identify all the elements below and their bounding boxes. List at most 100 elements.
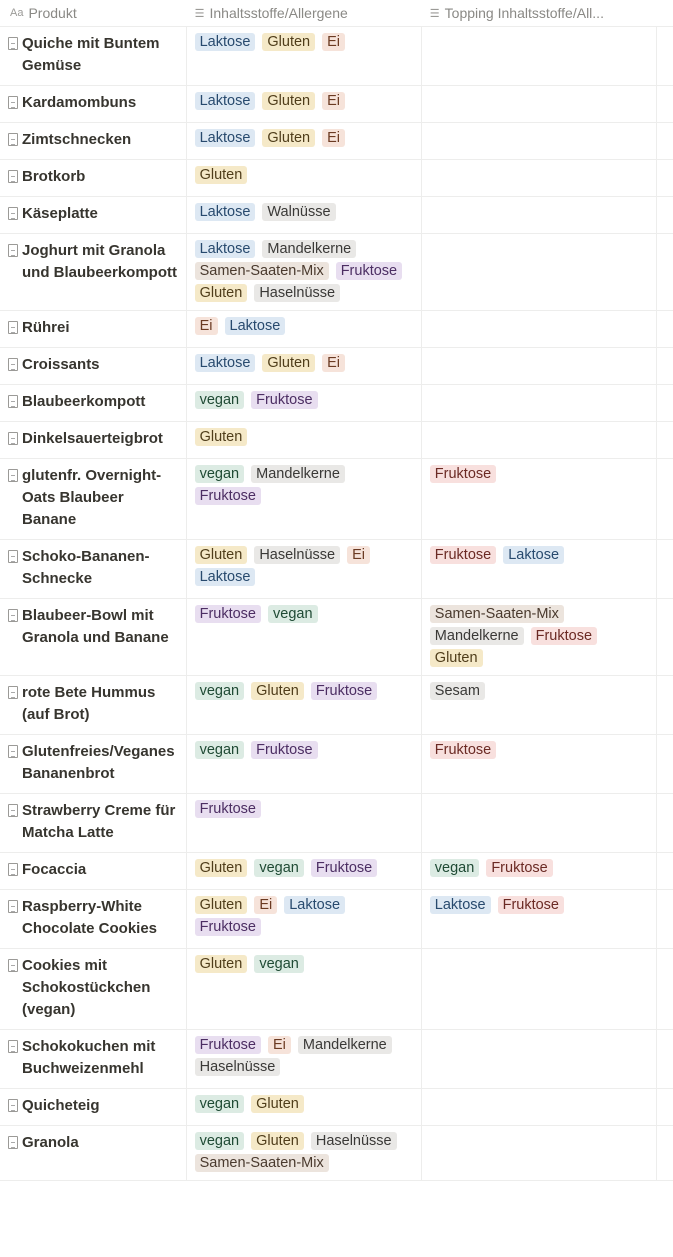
product-name[interactable]: Croissants (22, 356, 100, 373)
cell-allergene[interactable]: vegan Fruktose (187, 735, 422, 793)
cell-allergene[interactable]: vegan Fruktose (187, 385, 422, 421)
tag-vegan: vegan (194, 682, 245, 700)
cell-produkt[interactable]: Blaubeerkompott (0, 385, 187, 421)
cell-allergene[interactable]: Gluten (187, 422, 422, 458)
cell-topping[interactable] (422, 123, 657, 159)
product-name[interactable]: Käseplatte (22, 205, 98, 222)
cell-topping[interactable]: Fruktose (422, 735, 657, 793)
tag-ei: Ei (322, 33, 346, 51)
cell-allergene[interactable]: Gluten Ei Laktose Fruktose (187, 890, 422, 948)
cell-produkt[interactable]: Kardamombuns (0, 86, 187, 122)
cell-produkt[interactable]: Rührei (0, 311, 187, 347)
cell-allergene[interactable]: Laktose Gluten Ei (187, 86, 422, 122)
cell-topping[interactable] (422, 348, 657, 384)
cell-extra (657, 385, 673, 421)
cell-produkt[interactable]: Raspberry-White Chocolate Cookies (0, 890, 187, 948)
product-name[interactable]: Blaubeerkompott (22, 393, 146, 410)
cell-allergene[interactable]: Laktose Gluten Ei (187, 123, 422, 159)
table-row: Zimtschnecken Laktose Gluten Ei (0, 123, 673, 160)
cell-allergene[interactable]: vegan Mandelkerne Fruktose (187, 459, 422, 539)
cell-produkt[interactable]: Schokokuchen mit Buchweizenmehl (0, 1030, 187, 1088)
cell-produkt[interactable]: rote Bete Hummus (auf Brot) (0, 676, 187, 734)
cell-allergene[interactable]: vegan Gluten (187, 1089, 422, 1125)
tag-list: Laktose Fruktose (429, 896, 648, 914)
cell-topping[interactable]: Sesam (422, 676, 657, 734)
cell-topping[interactable] (422, 1030, 657, 1088)
column-header-allergene[interactable]: ☰ Inhaltsstoffe/Allergene (187, 0, 422, 26)
cell-topping[interactable]: Laktose Fruktose (422, 890, 657, 948)
product-name[interactable]: Brotkorb (22, 168, 86, 185)
product-name[interactable]: Cookies mit Schokostückchen (vegan) (22, 957, 151, 1018)
product-name[interactable]: Kardamombuns (22, 94, 137, 111)
cell-allergene[interactable]: Fruktose (187, 794, 422, 852)
cell-allergene[interactable]: Laktose Gluten Ei (187, 27, 422, 85)
tag-mandelkerne: Mandelkerne (429, 627, 524, 645)
cell-allergene[interactable]: Gluten vegan (187, 949, 422, 1029)
product-name[interactable]: Raspberry-White Chocolate Cookies (22, 898, 158, 937)
cell-produkt[interactable]: Quiche mit Buntem Gemüse (0, 27, 187, 85)
tag-vegan: vegan (194, 465, 245, 483)
cell-topping[interactable] (422, 794, 657, 852)
cell-produkt[interactable]: Schoko-Bananen-Schnecke (0, 540, 187, 598)
column-header-topping[interactable]: ☰ Topping Inhaltsstoffe/All... (422, 0, 657, 26)
product-name[interactable]: glutenfr. Overnight-Oats Blaubeer Banane (22, 467, 162, 528)
cell-allergene[interactable]: vegan Gluten Fruktose (187, 676, 422, 734)
cell-produkt[interactable]: Joghurt mit Granola und Blaubeerkompott (0, 234, 187, 310)
cell-topping[interactable] (422, 385, 657, 421)
cell-produkt[interactable]: Croissants (0, 348, 187, 384)
cell-topping[interactable] (422, 160, 657, 196)
cell-produkt[interactable]: Käseplatte (0, 197, 187, 233)
cell-produkt[interactable]: Dinkelsauerteigbrot (0, 422, 187, 458)
cell-produkt[interactable]: glutenfr. Overnight-Oats Blaubeer Banane (0, 459, 187, 539)
cell-produkt[interactable]: Brotkorb (0, 160, 187, 196)
product-name[interactable]: rote Bete Hummus (auf Brot) (22, 684, 156, 723)
cell-allergene[interactable]: Laktose Mandelkerne Samen-Saaten-Mix Frukto… (187, 234, 422, 310)
cell-topping[interactable]: Fruktose (422, 459, 657, 539)
cell-produkt[interactable]: Quicheteig (0, 1089, 187, 1125)
cell-topping[interactable] (422, 234, 657, 310)
cell-allergene[interactable]: Laktose Gluten Ei (187, 348, 422, 384)
cell-produkt[interactable]: Glutenfreies/Veganes Bananenbrot (0, 735, 187, 793)
product-name[interactable]: Dinkelsauerteigbrot (22, 430, 163, 447)
cell-allergene[interactable]: Fruktose vegan (187, 599, 422, 675)
cell-produkt[interactable]: Strawberry Creme für Matcha Latte (0, 794, 187, 852)
cell-produkt[interactable]: Focaccia (0, 853, 187, 889)
cell-allergene[interactable]: Ei Laktose (187, 311, 422, 347)
tag-haselnüsse: Haselnüsse (254, 546, 341, 564)
product-name[interactable]: Rührei (22, 319, 70, 336)
cell-topping[interactable] (422, 949, 657, 1029)
cell-topping[interactable]: Samen-Saaten-Mix Mandelkerne Fruktose Glute… (422, 599, 657, 675)
product-name[interactable]: Blaubeer-Bowl mit Granola und Banane (22, 607, 169, 646)
cell-allergene[interactable]: Gluten (187, 160, 422, 196)
cell-allergene[interactable]: vegan Gluten Haselnüsse Samen-Saaten-Mix (187, 1126, 422, 1180)
product-name[interactable]: Joghurt mit Granola und Blaubeerkompott (22, 242, 178, 281)
product-name[interactable]: Granola (22, 1134, 79, 1151)
cell-topping[interactable] (422, 86, 657, 122)
product-name[interactable]: Focaccia (22, 861, 87, 878)
product-name[interactable]: Schokokuchen mit Buchweizenmehl (22, 1038, 156, 1077)
product-name[interactable]: Glutenfreies/Veganes Bananenbrot (22, 743, 175, 782)
product-name[interactable]: Quicheteig (22, 1097, 100, 1114)
column-header-produkt[interactable]: Aa Produkt (0, 0, 187, 26)
cell-produkt[interactable]: Cookies mit Schokostückchen (vegan) (0, 949, 187, 1029)
cell-topping[interactable] (422, 197, 657, 233)
cell-topping[interactable] (422, 27, 657, 85)
cell-allergene[interactable]: Gluten Haselnüsse Ei Laktose (187, 540, 422, 598)
product-name[interactable]: Schoko-Bananen-Schnecke (22, 548, 150, 587)
cell-topping[interactable] (422, 422, 657, 458)
cell-topping[interactable] (422, 1126, 657, 1180)
cell-allergene[interactable]: Gluten vegan Fruktose (187, 853, 422, 889)
cell-allergene[interactable]: Laktose Walnüsse (187, 197, 422, 233)
cell-topping[interactable]: vegan Fruktose (422, 853, 657, 889)
cell-topping[interactable] (422, 311, 657, 347)
cell-produkt[interactable]: Blaubeer-Bowl mit Granola und Banane (0, 599, 187, 675)
tag-list: Sesam (429, 682, 648, 700)
cell-topping[interactable] (422, 1089, 657, 1125)
cell-produkt[interactable]: Zimtschnecken (0, 123, 187, 159)
cell-topping[interactable]: Fruktose Laktose (422, 540, 657, 598)
cell-produkt[interactable]: Granola (0, 1126, 187, 1180)
product-name[interactable]: Zimtschnecken (22, 131, 132, 148)
product-name[interactable]: Quiche mit Buntem Gemüse (22, 35, 160, 74)
product-name[interactable]: Strawberry Creme für Matcha Latte (22, 802, 176, 841)
cell-allergene[interactable]: Fruktose Ei Mandelkerne Haselnüsse (187, 1030, 422, 1088)
